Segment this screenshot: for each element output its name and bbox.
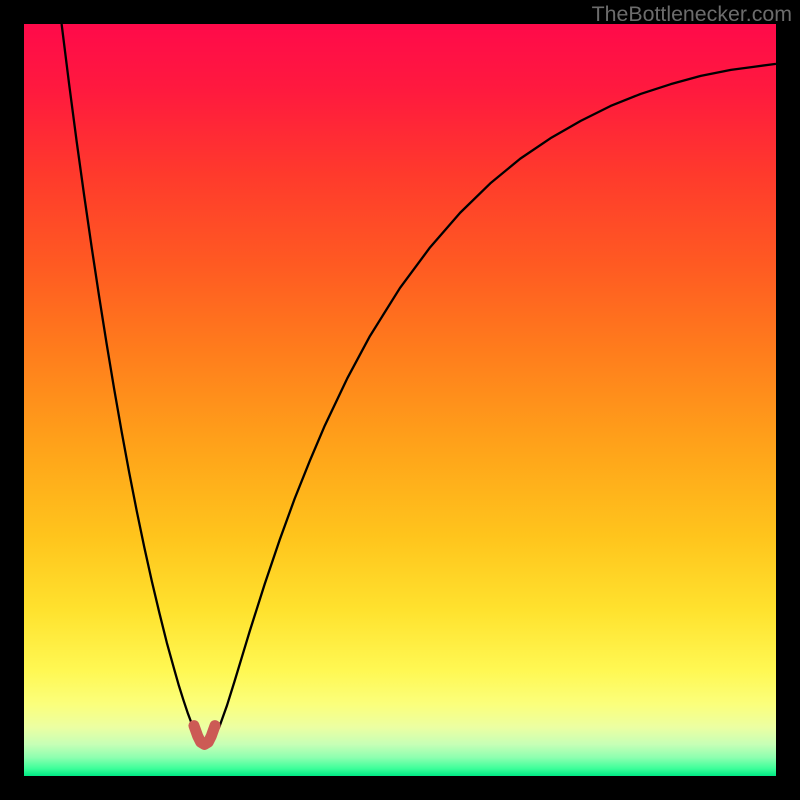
plot-area: [24, 24, 776, 776]
plot-svg: [24, 24, 776, 776]
watermark-text: TheBottlenecker.com: [592, 2, 792, 27]
gradient-background: [24, 24, 776, 776]
